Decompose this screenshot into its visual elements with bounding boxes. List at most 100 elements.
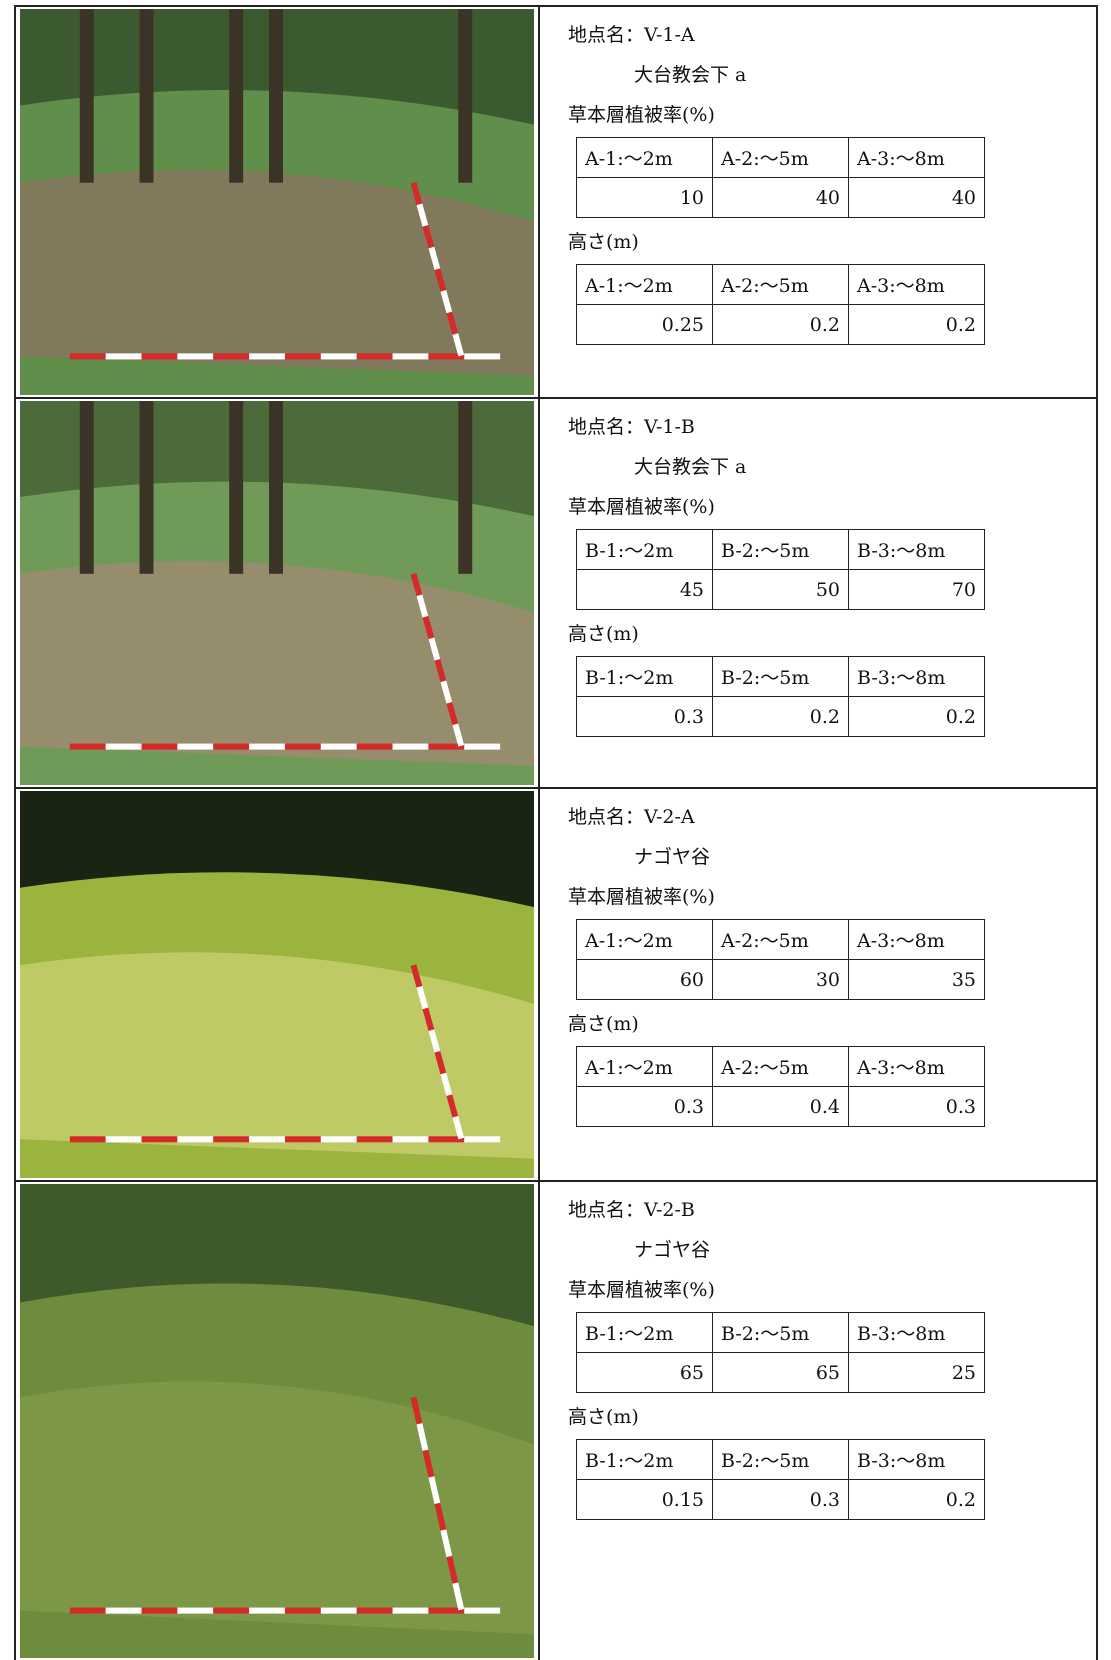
table-header-row: A-1:～2m A-2:～5m A-3:～8m — [576, 1046, 985, 1087]
site-name: 地点名：V-2-A — [568, 806, 695, 828]
photo — [20, 1184, 534, 1658]
table-header-row: A-1:～2m A-2:～5m A-3:～8m — [576, 919, 985, 960]
tape-segment — [141, 743, 178, 750]
value-cell: 0.2 — [848, 696, 985, 737]
value-cell: 65 — [712, 1352, 849, 1393]
header-cell: A-2:～5m — [712, 264, 849, 305]
header-cell: A-2:～5m — [712, 1046, 849, 1087]
photo — [20, 401, 534, 785]
site-location: 大台教会下 a — [634, 64, 747, 86]
tape-segment — [428, 743, 465, 750]
tape-segment — [284, 1136, 321, 1143]
tape-segment — [416, 986, 429, 1010]
tape-segment — [452, 1116, 465, 1140]
value-cell: 60 — [576, 959, 713, 1000]
tape-segment — [141, 353, 178, 360]
tape-segment — [434, 1051, 447, 1075]
value-cell: 0.3 — [576, 1086, 713, 1127]
tape-segment — [249, 353, 285, 360]
tape-segment — [446, 311, 459, 335]
value-cell: 0.2 — [848, 1479, 985, 1520]
tape-segment — [177, 1136, 214, 1143]
tape-segment — [141, 1607, 178, 1614]
tape-segment — [416, 594, 429, 618]
header-cell: A-2:～5m — [712, 919, 849, 960]
tape-segment — [392, 353, 429, 360]
tape-segment — [284, 353, 321, 360]
cover-heading: 草本層植被率(%) — [568, 104, 715, 126]
site-name: 地点名：V-1-B — [568, 416, 695, 438]
tape-segment — [320, 1607, 357, 1614]
tape-segment — [177, 353, 214, 360]
tape-segment — [284, 1607, 321, 1614]
header-cell: B-1:～2m — [576, 656, 713, 697]
tape-segment — [213, 1607, 250, 1614]
value-cell: 65 — [576, 1352, 713, 1393]
table-header-row: B-1:～2m B-2:～5m B-3:～8m — [576, 529, 985, 570]
tape-segment — [356, 353, 393, 360]
site-row: 地点名：V-1-A 大台教会下 a 草本層植被率(%) A-1:～2m A-2:～5m A… — [16, 7, 1096, 399]
tape-segment — [105, 743, 142, 750]
tape-segment — [446, 1555, 459, 1584]
tape-segment — [440, 1529, 453, 1558]
tape-segment — [428, 246, 441, 270]
tape-segment — [320, 1136, 357, 1143]
header-cell: B-3:～8m — [848, 1439, 985, 1480]
height-heading: 高さ(m) — [568, 1406, 639, 1428]
tape-segment — [428, 353, 465, 360]
value-cell: 25 — [848, 1352, 985, 1393]
photo-cell — [16, 7, 540, 397]
photo-cell — [16, 789, 540, 1180]
tree-trunk — [79, 401, 94, 574]
value-cell: 35 — [848, 959, 985, 1000]
tape-segment — [356, 1136, 393, 1143]
tape-segment — [249, 1136, 285, 1143]
tree-trunk — [458, 9, 473, 183]
site-row: 地点名：V-1-B 大台教会下 a 草本層植被率(%) B-1:～2m B-2:～5m B… — [16, 399, 1096, 789]
tree-trunk — [139, 9, 154, 183]
value-cell: 45 — [576, 569, 713, 610]
tape-segment — [452, 333, 465, 357]
data-table: B-1:～2m B-2:～5m B-3:～8m 65 65 25 — [576, 1312, 985, 1393]
value-cell: 0.2 — [848, 304, 985, 345]
value-cell: 0.15 — [576, 1479, 713, 1520]
tape-segment — [392, 743, 429, 750]
table-value-row: 0.15 0.3 0.2 — [576, 1479, 985, 1520]
header-cell: B-1:～2m — [576, 529, 713, 570]
site-location: ナゴヤ谷 — [634, 1239, 711, 1261]
photo-ground — [20, 561, 534, 766]
tape-segment — [69, 1136, 106, 1143]
tape-segment — [464, 743, 501, 750]
tape-segment — [428, 1607, 465, 1614]
data-table: B-1:～2m B-2:～5m B-3:～8m 0.3 0.2 0.2 — [576, 656, 985, 737]
photo-cell — [16, 1182, 540, 1660]
tape-segment — [464, 353, 501, 360]
tree-trunk — [229, 401, 244, 574]
tape-segment — [320, 353, 357, 360]
tape-segment — [464, 1607, 501, 1614]
value-cell: 0.3 — [848, 1086, 985, 1127]
tape-segment — [446, 1094, 459, 1118]
header-cell: A-1:～2m — [576, 1046, 713, 1087]
info-cell: 地点名：V-2-A ナゴヤ谷 草本層植被率(%) A-1:～2m A-2:～5m A-3:… — [540, 789, 1096, 1180]
tape-segment — [356, 1607, 393, 1614]
tape-segment — [464, 1136, 501, 1143]
tape-segment — [410, 964, 423, 988]
tape-segment — [410, 572, 423, 597]
tape-segment — [213, 1136, 250, 1143]
table-value-row: 10 40 40 — [576, 177, 985, 218]
value-cell: 70 — [848, 569, 985, 610]
photo-cell — [16, 399, 540, 787]
tape-segment — [141, 1136, 178, 1143]
header-cell: B-3:～8m — [848, 656, 985, 697]
tape-segment — [213, 743, 250, 750]
height-heading: 高さ(m) — [568, 231, 639, 253]
tape-segment — [356, 743, 393, 750]
table-header-row: B-1:～2m B-2:～5m B-3:～8m — [576, 656, 985, 697]
table-value-row: 0.3 0.4 0.3 — [576, 1086, 985, 1127]
tape-segment — [105, 1607, 142, 1614]
tree-trunk — [79, 9, 94, 183]
header-cell: B-1:～2m — [576, 1439, 713, 1480]
tree-trunk — [269, 401, 283, 574]
header-cell: A-1:～2m — [576, 137, 713, 178]
